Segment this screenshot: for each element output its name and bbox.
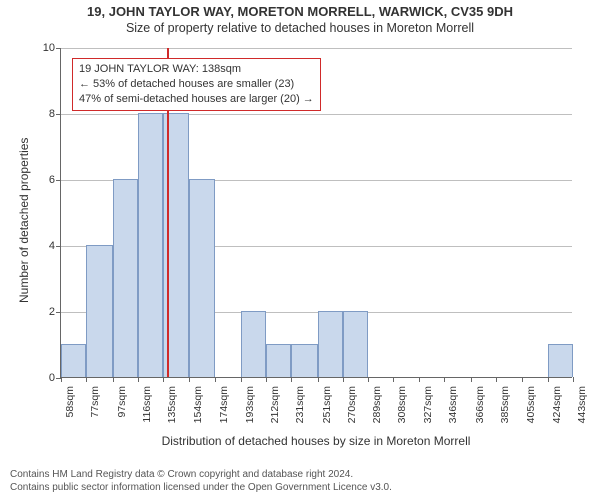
x-tick-mark bbox=[343, 377, 344, 382]
attribution-line1: Contains HM Land Registry data © Crown c… bbox=[10, 468, 392, 481]
y-tick-mark bbox=[56, 48, 61, 49]
x-tick-mark bbox=[548, 377, 549, 382]
info-box-line3: 47% of semi-detached houses are larger (… bbox=[79, 92, 314, 107]
y-axis-label: Number of detached properties bbox=[17, 138, 31, 303]
x-tick-mark bbox=[318, 377, 319, 382]
histogram-bar bbox=[86, 245, 113, 377]
x-tick-label: 308sqm bbox=[396, 386, 408, 430]
x-tick-mark bbox=[368, 377, 369, 382]
attribution: Contains HM Land Registry data © Crown c… bbox=[10, 468, 392, 494]
x-tick-label: 58sqm bbox=[64, 386, 76, 430]
x-tick-mark bbox=[138, 377, 139, 382]
y-tick-label: 2 bbox=[49, 306, 55, 318]
x-tick-mark bbox=[86, 377, 87, 382]
x-tick-label: 116sqm bbox=[141, 386, 153, 430]
histogram-bar bbox=[291, 344, 318, 377]
x-tick-mark bbox=[61, 377, 62, 382]
y-tick-label: 8 bbox=[49, 108, 55, 120]
x-tick-label: 443sqm bbox=[576, 386, 588, 430]
info-box-line2: ← 53% of detached houses are smaller (23… bbox=[79, 77, 314, 92]
x-tick-label: 327sqm bbox=[422, 386, 434, 430]
x-tick-label: 97sqm bbox=[116, 386, 128, 430]
chart-subtitle: Size of property relative to detached ho… bbox=[0, 19, 600, 35]
x-tick-label: 193sqm bbox=[244, 386, 256, 430]
histogram-bar bbox=[318, 311, 343, 377]
histogram-bar bbox=[189, 179, 216, 377]
y-tick-mark bbox=[56, 246, 61, 247]
histogram-bar bbox=[138, 113, 163, 377]
info-box: 19 JOHN TAYLOR WAY: 138sqm ← 53% of deta… bbox=[72, 58, 321, 111]
attribution-line2: Contains public sector information licen… bbox=[10, 481, 392, 494]
y-tick-label: 4 bbox=[49, 240, 55, 252]
x-tick-mark bbox=[189, 377, 190, 382]
x-tick-mark bbox=[393, 377, 394, 382]
x-tick-label: 154sqm bbox=[192, 386, 204, 430]
x-tick-mark bbox=[163, 377, 164, 382]
x-axis-label: Distribution of detached houses by size … bbox=[60, 434, 572, 448]
x-tick-label: 346sqm bbox=[447, 386, 459, 430]
y-tick-mark bbox=[56, 180, 61, 181]
x-tick-mark bbox=[522, 377, 523, 382]
y-tick-label: 0 bbox=[49, 372, 55, 384]
x-tick-label: 366sqm bbox=[474, 386, 486, 430]
x-tick-mark bbox=[419, 377, 420, 382]
x-tick-label: 174sqm bbox=[218, 386, 230, 430]
x-tick-label: 289sqm bbox=[371, 386, 383, 430]
info-box-line1: 19 JOHN TAYLOR WAY: 138sqm bbox=[79, 62, 314, 77]
histogram-bar bbox=[343, 311, 368, 377]
chart-container: { "titles": { "address": "19, JOHN TAYLO… bbox=[0, 0, 600, 500]
x-tick-mark bbox=[266, 377, 267, 382]
histogram-bar bbox=[548, 344, 573, 377]
x-tick-label: 135sqm bbox=[166, 386, 178, 430]
histogram-bar bbox=[61, 344, 86, 377]
chart-title-address: 19, JOHN TAYLOR WAY, MORETON MORRELL, WA… bbox=[0, 0, 600, 19]
x-tick-mark bbox=[573, 377, 574, 382]
x-tick-mark bbox=[471, 377, 472, 382]
x-tick-label: 405sqm bbox=[525, 386, 537, 430]
x-tick-mark bbox=[113, 377, 114, 382]
y-tick-label: 6 bbox=[49, 174, 55, 186]
x-tick-label: 231sqm bbox=[294, 386, 306, 430]
y-tick-label: 10 bbox=[43, 42, 55, 54]
x-tick-mark bbox=[496, 377, 497, 382]
histogram-bar bbox=[266, 344, 291, 377]
y-tick-mark bbox=[56, 114, 61, 115]
x-tick-label: 212sqm bbox=[269, 386, 281, 430]
x-tick-label: 270sqm bbox=[346, 386, 358, 430]
x-tick-label: 77sqm bbox=[89, 386, 101, 430]
x-tick-label: 424sqm bbox=[551, 386, 563, 430]
x-tick-mark bbox=[215, 377, 216, 382]
gridline-h bbox=[61, 48, 572, 49]
x-tick-mark bbox=[291, 377, 292, 382]
histogram-bar bbox=[113, 179, 138, 377]
histogram-bar bbox=[241, 311, 266, 377]
x-tick-mark bbox=[241, 377, 242, 382]
x-tick-label: 251sqm bbox=[321, 386, 333, 430]
y-tick-mark bbox=[56, 312, 61, 313]
x-tick-label: 385sqm bbox=[499, 386, 511, 430]
x-tick-mark bbox=[444, 377, 445, 382]
